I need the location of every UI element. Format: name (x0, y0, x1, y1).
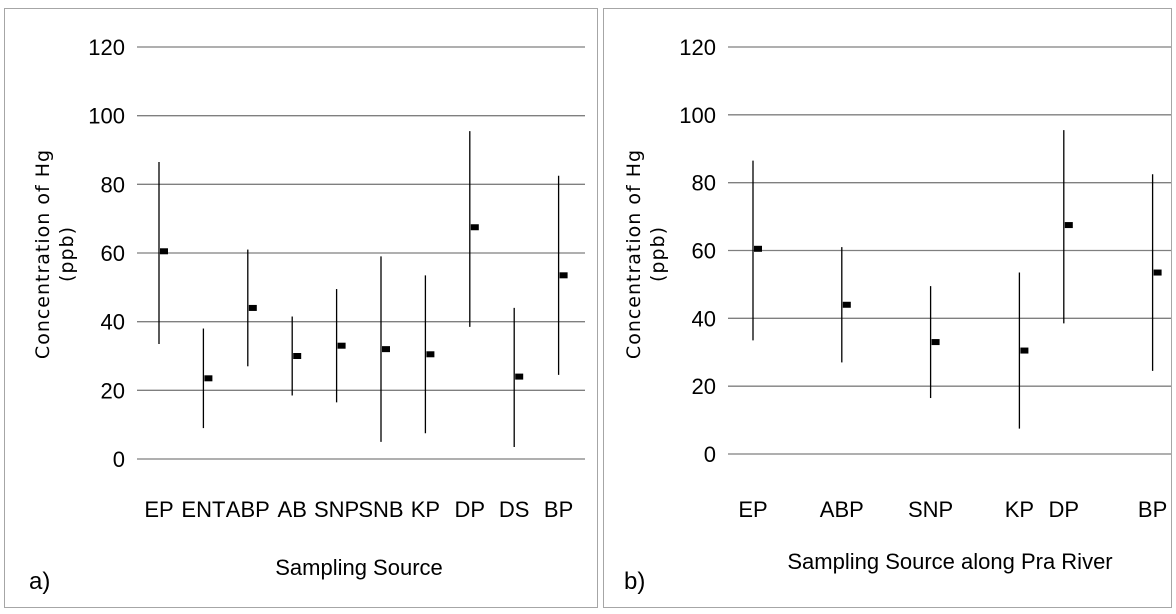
mean-marker (1020, 347, 1029, 354)
x-tick-label: AB (278, 497, 307, 522)
y-axis-title-unit: (ppb) (647, 226, 669, 282)
y-axis-title-unit: (ppb) (56, 226, 78, 282)
y-axis-title: Concentration of Hg (32, 149, 54, 359)
y-tick-label: 120 (88, 35, 125, 60)
x-tick-label: DP (455, 497, 486, 522)
y-tick-label: 80 (692, 171, 716, 196)
x-axis-title: Sampling Source (275, 555, 443, 580)
panel-label: b) (624, 568, 645, 595)
mean-marker (204, 375, 213, 382)
mean-marker (1064, 222, 1073, 229)
y-tick-label: 80 (101, 172, 125, 197)
mean-marker (293, 353, 302, 359)
x-tick-label: ABP (226, 497, 270, 522)
mean-marker (559, 272, 568, 279)
x-tick-label: KP (411, 497, 440, 522)
mean-marker (248, 304, 257, 311)
x-tick-label: BP (1138, 497, 1167, 522)
x-axis-title: Sampling Source along Pra River (787, 549, 1112, 574)
mean-marker (515, 373, 524, 380)
mean-marker (160, 248, 168, 255)
mean-marker (754, 245, 762, 252)
y-tick-label: 20 (101, 378, 125, 403)
y-tick-label: 40 (692, 306, 716, 331)
mean-marker (842, 301, 851, 308)
y-tick-label: 60 (101, 241, 125, 266)
x-tick-label: ENT (181, 497, 225, 522)
chart-panel-b: 0 20 40 60 80 100 120 Concentration of Hg (ppb) E… (603, 8, 1172, 608)
x-tick-label: ABP (820, 497, 864, 522)
chart-b-svg: 0 20 40 60 80 100 120 Concentration of Hg (ppb) E… (623, 35, 1171, 595)
y-tick-label: 60 (692, 239, 716, 264)
y-tick-label: 20 (692, 374, 716, 399)
x-tick-label: KP (1005, 497, 1034, 522)
y-tick-label: 0 (704, 442, 716, 467)
chart-panel-a: 0 20 40 60 80 100 120 Concentration of Hg (ppb) E… (4, 8, 598, 608)
x-tick-label: EP (144, 497, 173, 522)
x-tick-label: BP (544, 497, 573, 522)
mean-marker (426, 351, 435, 358)
y-tick-label: 120 (679, 35, 716, 60)
y-tick-label: 100 (679, 103, 716, 128)
mean-marker (337, 342, 346, 349)
y-axis-title: Concentration of Hg (623, 149, 645, 359)
panel-label: a) (29, 568, 50, 595)
mean-marker (382, 346, 390, 353)
chart-a-svg: 0 20 40 60 80 100 120 Concentration of Hg (ppb) E… (29, 35, 585, 595)
mean-marker (1153, 269, 1162, 276)
x-tick-label: SNP (908, 497, 953, 522)
mean-marker (931, 339, 940, 346)
x-tick-label: SNB (358, 497, 403, 522)
y-tick-label: 0 (113, 447, 125, 472)
y-tick-label: 40 (101, 310, 125, 335)
y-tick-label: 100 (88, 104, 125, 129)
x-tick-label: DP (1049, 497, 1080, 522)
mean-marker (470, 224, 479, 231)
x-tick-label: EP (738, 497, 767, 522)
x-tick-label: DS (499, 497, 530, 522)
x-tick-label: SNP (314, 497, 359, 522)
